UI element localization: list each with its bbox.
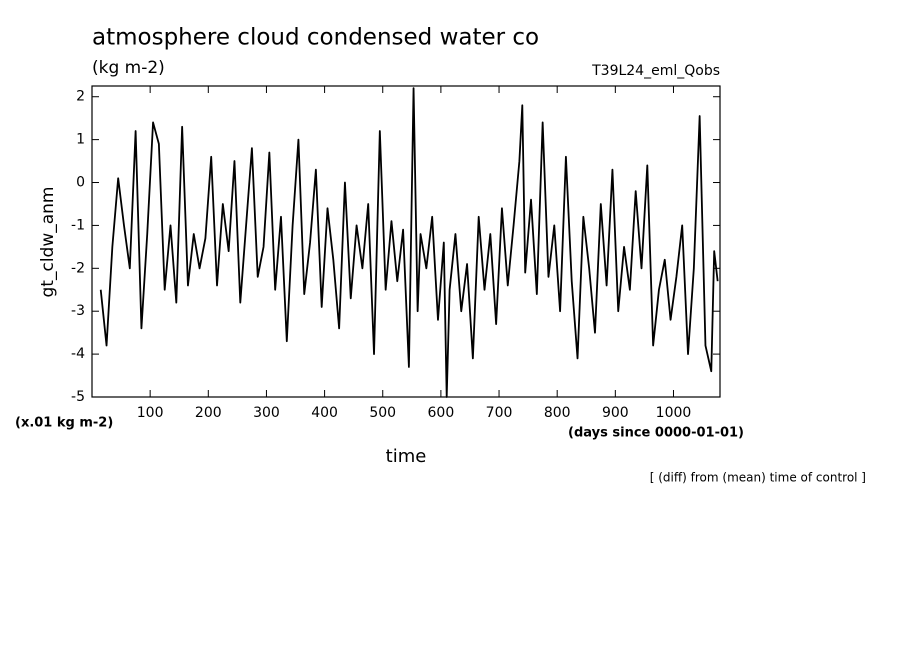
x-tick-label: 700 — [486, 405, 513, 421]
chart-title: atmosphere cloud condensed water co — [92, 25, 539, 51]
x-unit: (days since 0000-01-01) — [568, 426, 744, 441]
y-tick-label: -2 — [71, 260, 85, 276]
x-axis-label: time — [386, 446, 427, 467]
data-line — [99, 87, 719, 398]
subtitle: (kg m-2) — [92, 58, 165, 78]
plot-frame — [91, 85, 721, 398]
x-tick-label: 100 — [137, 405, 164, 421]
y-tick-label: 2 — [76, 89, 85, 105]
annotation: T39L24_eml_Qobs — [591, 63, 720, 79]
x-tick-label: 600 — [428, 405, 455, 421]
y-tick-label: 1 — [76, 132, 85, 148]
y-tick-label: -4 — [71, 346, 85, 362]
x-tick-label: 900 — [602, 405, 629, 421]
y-tick-label: -5 — [71, 389, 85, 405]
x-tick-label: 500 — [369, 405, 396, 421]
y-axis-label: gt_cldw_anm — [38, 187, 58, 298]
x-tick-label: 800 — [544, 405, 571, 421]
footnote: [ (diff) from (mean) time of control ] — [650, 471, 866, 485]
y-tick-label: -3 — [71, 303, 85, 319]
y-unit: (x.01 kg m-2) — [15, 416, 113, 431]
x-tick-label: 1000 — [656, 405, 692, 421]
x-tick-label: 200 — [195, 405, 222, 421]
x-tick-label: 400 — [311, 405, 338, 421]
y-tick-label: 0 — [76, 175, 85, 191]
x-tick-label: 300 — [253, 405, 280, 421]
y-tick-label: -1 — [71, 217, 85, 233]
